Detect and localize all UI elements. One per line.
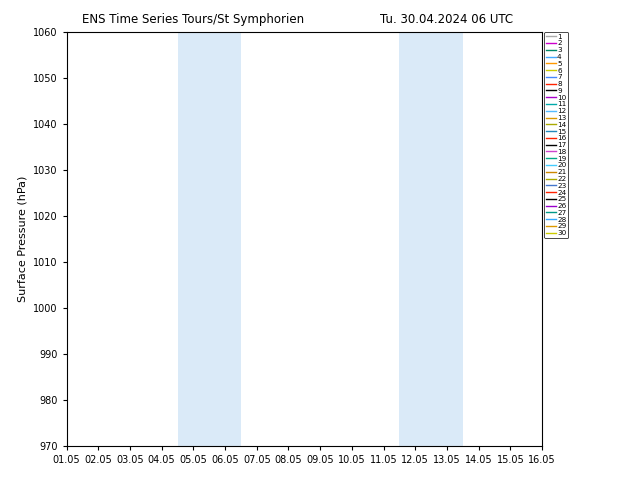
Text: ENS Time Series Tours/St Symphorien: ENS Time Series Tours/St Symphorien: [82, 13, 304, 26]
Bar: [399, 32, 463, 446]
Y-axis label: Surface Pressure (hPa): Surface Pressure (hPa): [17, 176, 27, 302]
Text: Tu. 30.04.2024 06 UTC: Tu. 30.04.2024 06 UTC: [380, 13, 514, 26]
Legend: 1, 2, 3, 4, 5, 6, 7, 8, 9, 10, 11, 12, 13, 14, 15, 16, 17, 18, 19, 20, 21, 22, 2: 1, 2, 3, 4, 5, 6, 7, 8, 9, 10, 11, 12, 1…: [545, 32, 568, 238]
Bar: [178, 32, 241, 446]
